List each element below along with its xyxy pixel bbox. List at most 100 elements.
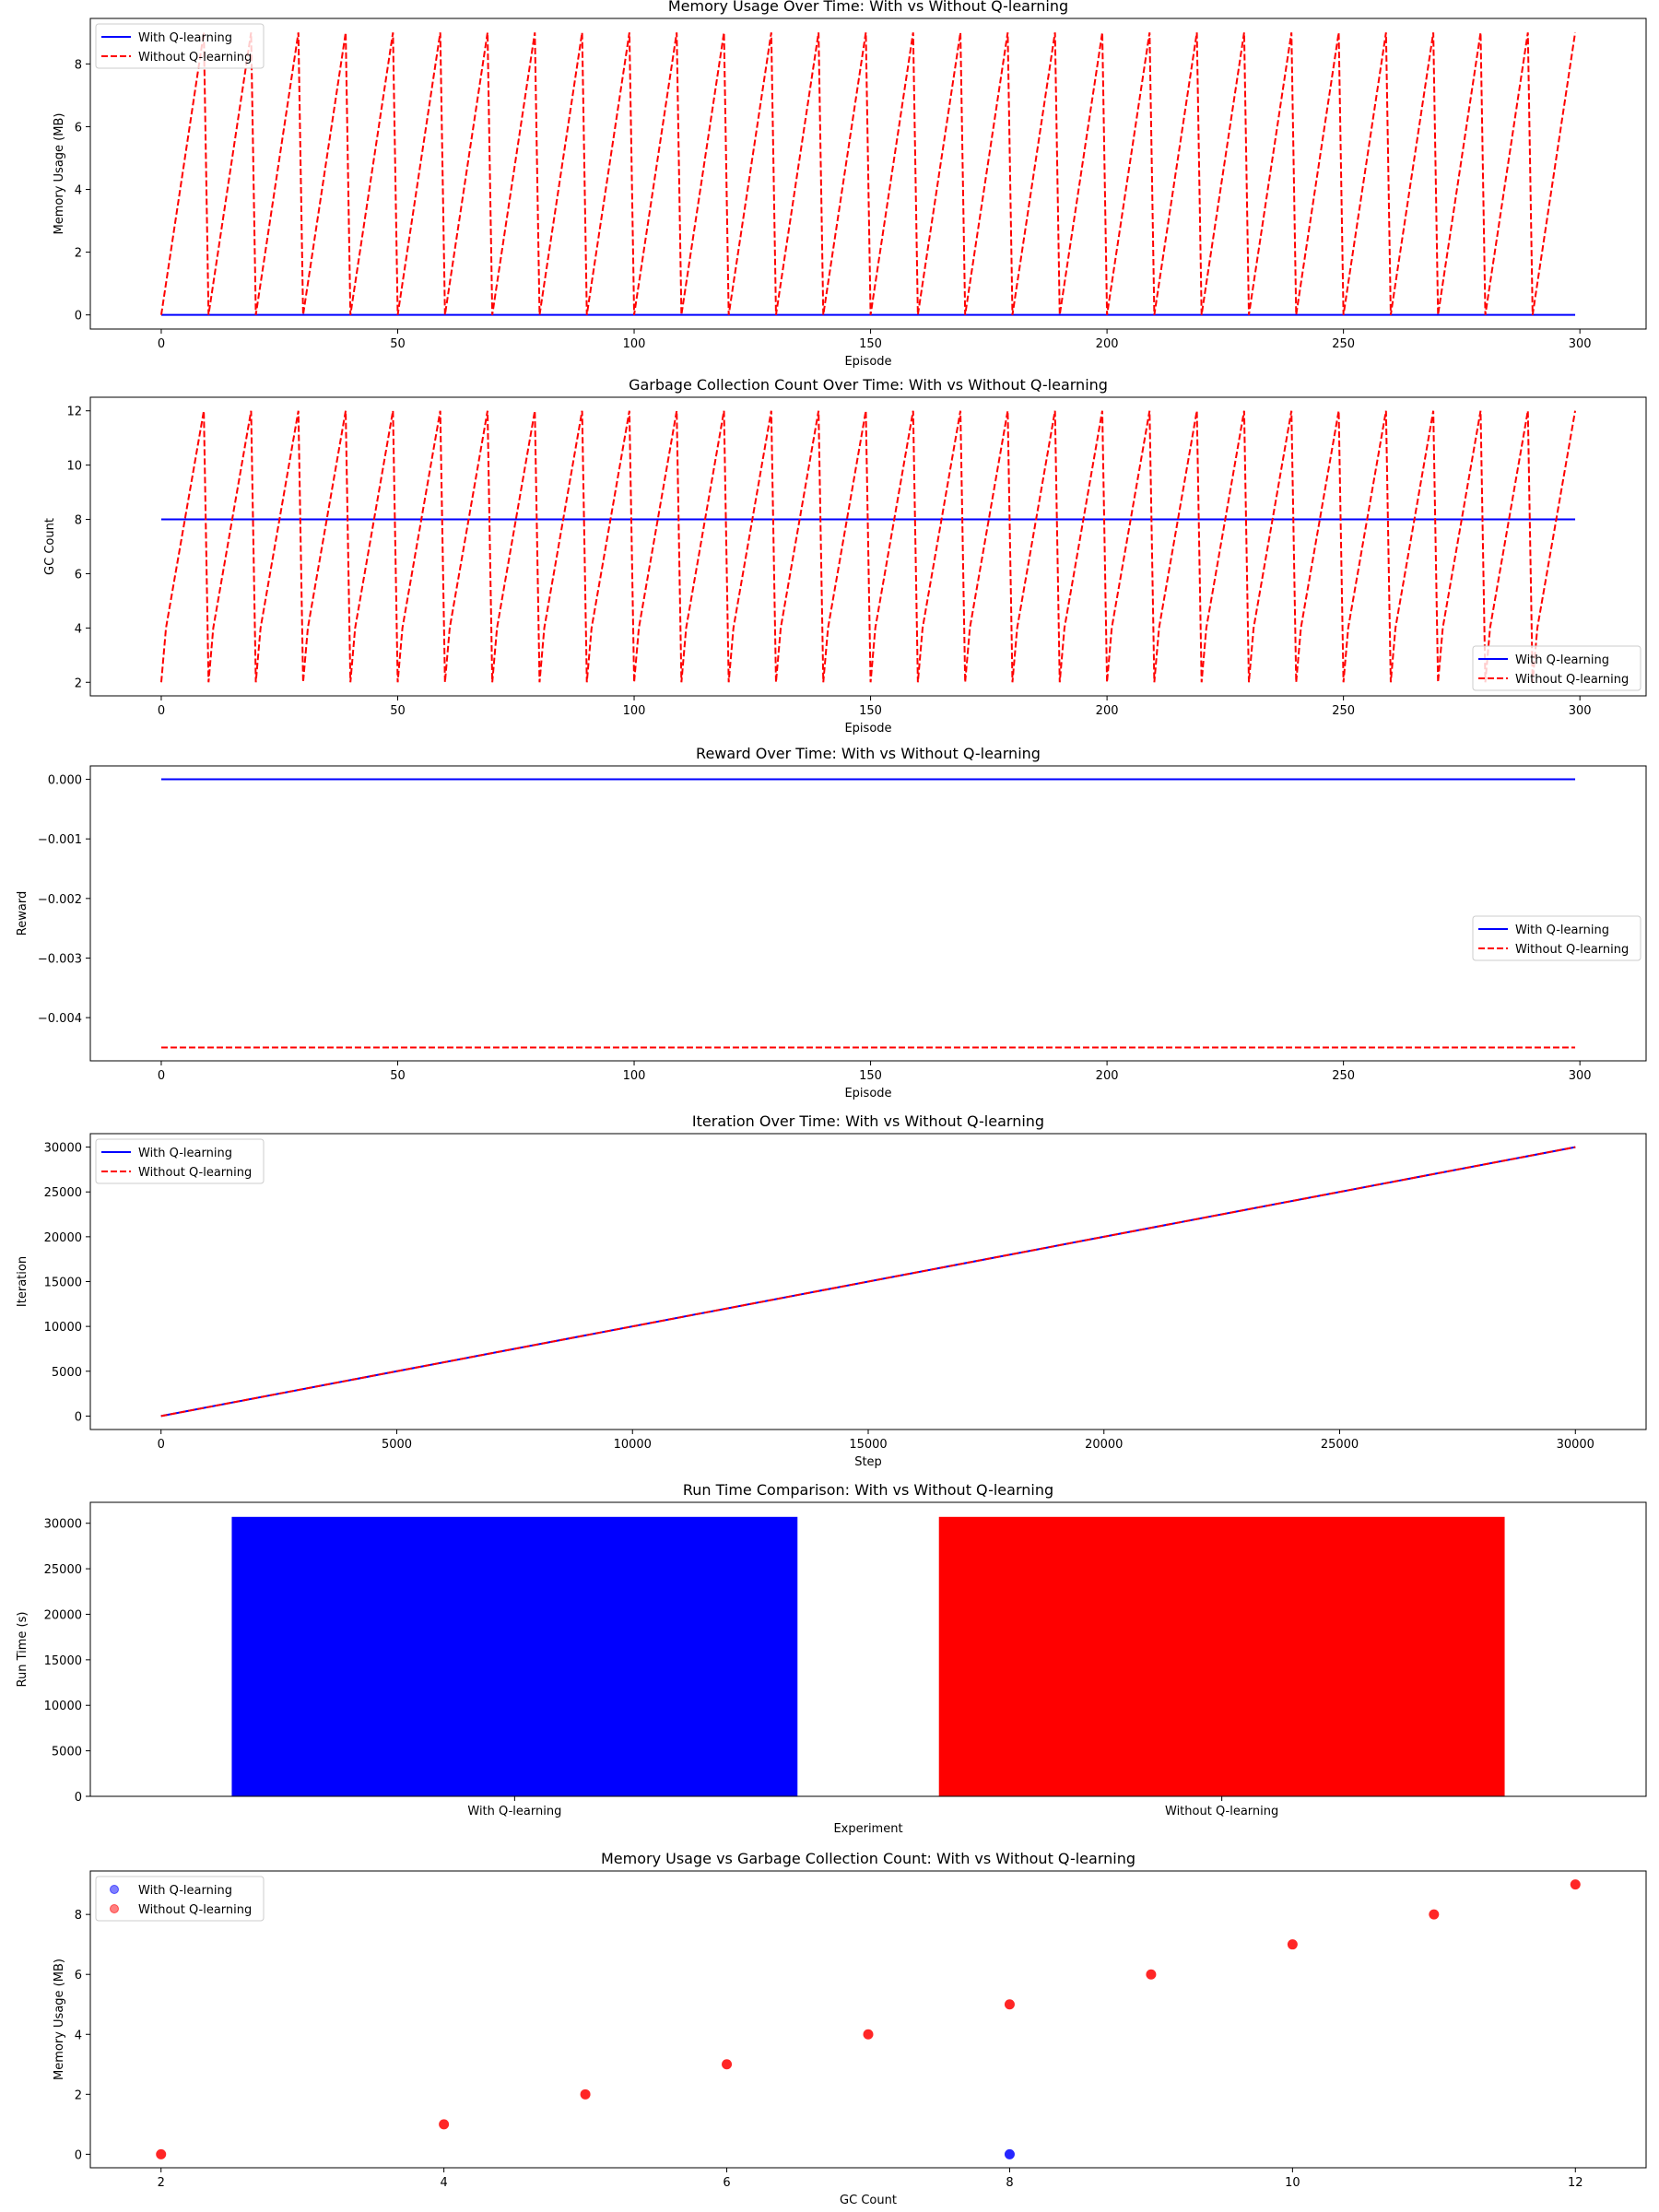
x-tick-label: Without Q-learning	[1165, 1805, 1278, 1818]
plot-area	[160, 778, 1576, 1049]
scatter-point-without-q-learning	[722, 2059, 733, 2070]
legend-label: Without Q-learning	[138, 1903, 252, 1917]
chart-title: Memory Usage vs Garbage Collection Count…	[601, 1850, 1135, 1867]
chart-panel-6: Memory Usage vs Garbage Collection Count…	[53, 1850, 1647, 2207]
x-axis-label: Episode	[844, 722, 891, 735]
chart-title: Reward Over Time: With vs Without Q-lear…	[696, 745, 1041, 762]
legend-box	[95, 1876, 265, 1922]
y-tick-label: 10	[66, 460, 82, 474]
x-axis-label: GC Count	[840, 2194, 897, 2207]
y-tick-label: 8	[75, 58, 82, 72]
y-tick-label: 20000	[44, 1231, 82, 1245]
x-tick-label: 50	[390, 704, 406, 718]
y-tick-label: 6	[75, 1969, 82, 1983]
scatter-point-without-q-learning	[863, 2029, 874, 2040]
axes-frame	[89, 18, 1647, 330]
y-axis-label: Run Time (s)	[16, 1612, 29, 1688]
x-tick-label: 300	[1569, 704, 1592, 718]
y-tick-label: 0	[75, 310, 82, 324]
legend: With Q-learning Without Q-learning	[95, 23, 265, 69]
x-tick-label: 0	[158, 337, 165, 351]
y-tick-label: 2	[75, 677, 82, 690]
legend-marker	[110, 1904, 119, 1913]
axes-frame	[89, 396, 1647, 697]
y-axis-label: Iteration	[16, 1256, 29, 1307]
legend: With Q-learning Without Q-learning	[95, 1876, 265, 1922]
x-tick-label: 5000	[382, 1438, 412, 1452]
x-tick-label: 4	[440, 2176, 447, 2190]
legend-box	[95, 1138, 265, 1184]
scatter-point-without-q-learning	[156, 2148, 167, 2159]
scatter-point-without-q-learning	[1146, 1969, 1157, 1980]
chart-panel-2: Garbage Collection Count Over Time: With…	[43, 376, 1647, 735]
y-tick-label: 0	[75, 2148, 82, 2162]
legend: With Q-learning Without Q-learning	[95, 1138, 265, 1184]
legend-label: Without Q-learning	[138, 51, 252, 65]
x-tick-label: 2	[158, 2176, 165, 2190]
x-tick-label: 0	[158, 704, 165, 718]
y-tick-label: 4	[75, 184, 82, 198]
y-tick-label: 30000	[44, 1518, 82, 1532]
x-axis-label: Step	[854, 1455, 882, 1469]
x-tick-label: 15000	[849, 1438, 887, 1452]
x-tick-label: 200	[1096, 704, 1119, 718]
y-tick-label: 6	[75, 121, 82, 135]
axes-frame	[89, 1870, 1647, 2169]
scatter-point-without-q-learning	[439, 2119, 450, 2130]
y-tick-label: 25000	[44, 1563, 82, 1577]
x-tick-label: 100	[623, 704, 646, 718]
legend-label: Without Q-learning	[1515, 943, 1629, 957]
legend-label: With Q-learning	[1515, 653, 1609, 667]
y-axis-label: Memory Usage (MB)	[53, 1959, 66, 2080]
x-tick-label: 200	[1096, 337, 1119, 351]
y-tick-label: −0.001	[38, 833, 82, 847]
scatter-point-without-q-learning	[1004, 1999, 1015, 2010]
y-tick-label: 0	[75, 1791, 82, 1805]
x-tick-label: 250	[1332, 1069, 1355, 1083]
chart-panel-4: Iteration Over Time: With vs Without Q-l…	[16, 1112, 1647, 1469]
legend-label: With Q-learning	[138, 1147, 232, 1160]
x-tick-label: 250	[1332, 337, 1355, 351]
axes-frame	[89, 1501, 1647, 1797]
y-tick-label: 0.000	[48, 774, 82, 788]
y-tick-label: 4	[75, 2029, 82, 2042]
x-tick-label: 100	[623, 1069, 646, 1083]
x-tick-label: 150	[859, 704, 882, 718]
plot-area	[160, 1146, 1576, 1418]
x-tick-label: 300	[1569, 1069, 1592, 1083]
series-line-without-q-learning	[159, 410, 1577, 683]
x-axis-label: Experiment	[833, 1822, 902, 1836]
legend: With Q-learning Without Q-learning	[1472, 645, 1641, 691]
plot-area	[231, 1516, 1505, 1796]
x-axis-label: Episode	[844, 1087, 891, 1100]
y-tick-label: 2	[75, 247, 82, 261]
scatter-point-without-q-learning	[1570, 1879, 1581, 1890]
legend-label: With Q-learning	[138, 1884, 232, 1898]
chart-panel-3: Reward Over Time: With vs Without Q-lear…	[16, 745, 1647, 1100]
x-tick-label: 300	[1569, 337, 1592, 351]
x-tick-label: 6	[723, 2176, 730, 2190]
y-tick-label: 20000	[44, 1608, 82, 1622]
legend-marker	[110, 1885, 119, 1894]
bar-with-q-learning	[231, 1516, 798, 1796]
legend-label: With Q-learning	[1515, 924, 1609, 937]
chart-panel-1: Memory Usage Over Time: With vs Without …	[53, 0, 1647, 369]
scatter-point-without-q-learning	[1429, 1909, 1440, 1920]
x-tick-label: 0	[158, 1438, 165, 1452]
y-tick-label: 30000	[44, 1142, 82, 1156]
scatter-point-without-q-learning	[1287, 1939, 1298, 1950]
chart-title: Garbage Collection Count Over Time: With…	[629, 376, 1108, 394]
scatter-point-without-q-learning	[580, 2088, 591, 2100]
y-tick-label: 10000	[44, 1321, 82, 1335]
y-axis-label: GC Count	[43, 518, 57, 575]
y-axis-label: Memory Usage (MB)	[53, 113, 66, 235]
x-tick-label: 50	[390, 337, 406, 351]
axes-frame	[89, 765, 1647, 1062]
x-tick-label: 12	[1568, 2176, 1583, 2190]
y-tick-label: 2	[75, 2088, 82, 2102]
y-tick-label: −0.002	[38, 893, 82, 907]
x-tick-label: 10	[1285, 2176, 1300, 2190]
x-tick-label: 250	[1332, 704, 1355, 718]
chart-title: Iteration Over Time: With vs Without Q-l…	[692, 1112, 1044, 1130]
y-tick-label: 15000	[44, 1654, 82, 1668]
